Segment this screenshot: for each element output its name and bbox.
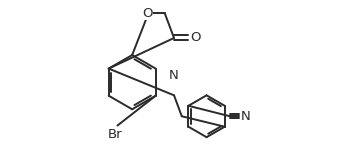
Text: N: N (241, 110, 251, 123)
Text: O: O (142, 7, 153, 20)
Text: Br: Br (108, 128, 122, 141)
Text: O: O (190, 31, 200, 44)
Text: N: N (169, 69, 179, 82)
